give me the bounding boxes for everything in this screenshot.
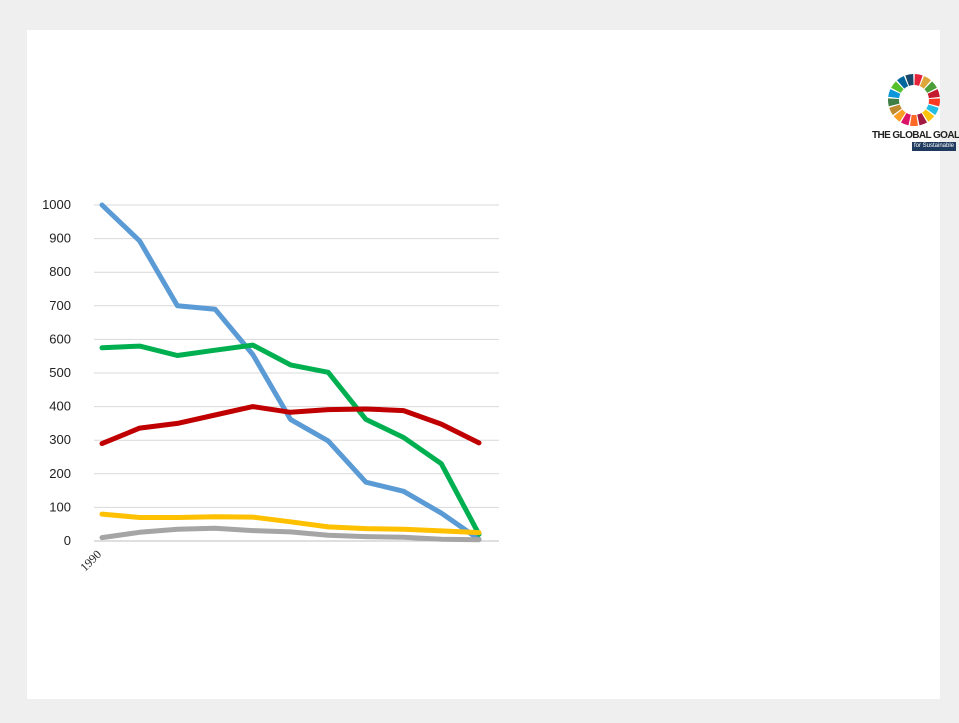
wheel-segment <box>897 76 909 89</box>
y-tick-label: 900 <box>49 231 71 246</box>
wheel-segment <box>919 76 931 89</box>
series-line-4 <box>99 511 482 536</box>
series-line-2 <box>99 342 482 537</box>
wheel-segment <box>926 104 939 116</box>
wheel-segment <box>917 112 928 126</box>
x-tick-label: 1990 <box>77 547 104 574</box>
wheel-segment <box>889 104 902 116</box>
wheel-segment <box>928 98 941 107</box>
logo-subtitle: for Sustainable Development <box>912 142 956 151</box>
y-tick-label: 200 <box>49 466 71 481</box>
y-tick-label: 100 <box>49 499 71 514</box>
wheel-segment <box>927 89 940 99</box>
global-goals-logo: THE GLOBAL GOALS for Sustainable Develop… <box>872 72 959 156</box>
y-tick-label: 0 <box>64 533 71 548</box>
wheel-segment <box>909 114 919 127</box>
wheel-segment <box>924 81 937 93</box>
sdg-wheel-icon <box>887 74 941 127</box>
y-tick-label: 600 <box>49 331 71 346</box>
wheel-segment <box>905 74 914 86</box>
wheel-segment <box>887 98 900 107</box>
wheel-segment <box>888 89 901 99</box>
series-line-1 <box>99 202 482 542</box>
line-chart: 0 100 200 300 400 500 600 700 800 900 1000 1990 <box>42 197 499 574</box>
logo-title: THE GLOBAL GOALS <box>872 130 959 141</box>
y-tick-label: 1000 <box>42 197 71 212</box>
y-tick-label: 400 <box>49 399 71 414</box>
series-line-5 <box>99 525 482 543</box>
wheel-segment <box>900 112 911 126</box>
y-tick-label: 500 <box>49 365 71 380</box>
y-tick-label: 300 <box>49 432 71 447</box>
wheel-segment <box>914 74 923 86</box>
series-line-3 <box>99 404 482 447</box>
wheel-segment <box>893 109 906 122</box>
y-tick-label: 700 <box>49 298 71 313</box>
slide: 0 100 200 300 400 500 600 700 800 900 1000 1990 THE… <box>27 30 959 699</box>
wheel-segment <box>922 109 935 122</box>
wheel-segment <box>891 81 904 93</box>
y-tick-label: 800 <box>49 264 71 279</box>
